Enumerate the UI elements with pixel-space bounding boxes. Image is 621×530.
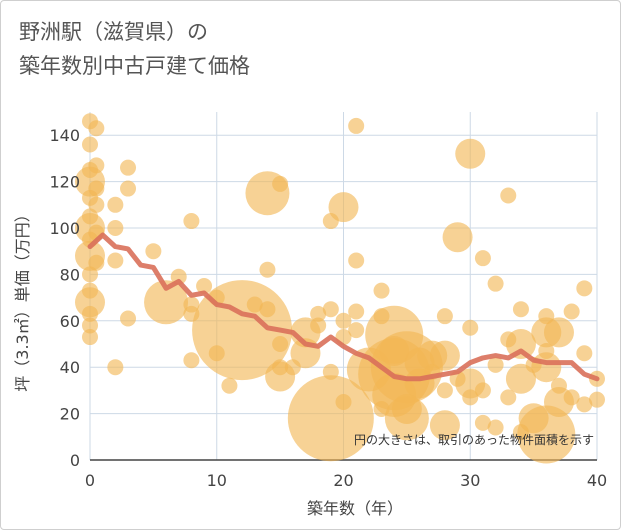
bubble-series	[75, 113, 605, 464]
bubble-point	[82, 305, 98, 322]
chart-title: 野洲駅（滋賀県）の 築年数別中古戸建て価格	[19, 15, 250, 83]
bubble-point	[563, 389, 580, 406]
bubble-point	[589, 391, 605, 408]
bubble-point	[487, 356, 504, 373]
x-tick-label: 10	[207, 471, 227, 490]
bubble-point	[563, 303, 580, 320]
y-tick-label: 0	[70, 451, 80, 470]
bubble-point	[82, 317, 98, 334]
bubble-point	[107, 220, 124, 236]
bubble-point	[310, 317, 327, 334]
bubble-point	[310, 305, 327, 322]
bubble-point	[88, 120, 105, 137]
x-tick-label: 20	[333, 471, 353, 490]
bubble-point	[500, 187, 517, 204]
size-note: 円の大きさは、取引のあった物件面積を示す	[354, 432, 594, 447]
y-tick-label: 100	[49, 219, 80, 238]
bubble-point	[462, 389, 479, 406]
bubble-point	[505, 329, 536, 359]
bubble-point	[272, 336, 289, 352]
x-tick-label: 40	[587, 471, 607, 490]
bubble-point	[462, 319, 479, 336]
bubble-point	[335, 312, 352, 329]
bubble-point	[120, 310, 137, 327]
bubble-point	[348, 252, 365, 269]
bubble-point	[500, 389, 517, 406]
bubble-point	[576, 396, 593, 413]
bubble-point	[384, 396, 429, 441]
bubble-point	[348, 117, 365, 134]
bubble-point	[322, 363, 339, 380]
bubble-point	[272, 175, 289, 192]
bubble-point	[88, 157, 105, 174]
bubble-point	[429, 410, 460, 441]
bubble-point	[259, 261, 276, 278]
bubble-point	[455, 138, 486, 169]
x-axis-label: 築年数（年）	[307, 499, 403, 518]
bubble-point	[120, 180, 137, 197]
bubble-point	[246, 296, 263, 313]
chart-title-line-2: 築年数別中古戸建て価格	[19, 54, 250, 78]
bubble-point	[322, 301, 339, 318]
bubble-point	[183, 213, 200, 230]
bubble-point	[373, 282, 390, 299]
bubble-point	[170, 268, 187, 285]
bubble-point	[259, 301, 276, 318]
bubble-point	[487, 275, 504, 292]
y-tick-label: 40	[60, 358, 80, 377]
bubble-point	[120, 159, 137, 176]
y-tick-label: 120	[49, 173, 80, 192]
bubble-point	[107, 359, 124, 376]
bubble-point	[531, 352, 562, 383]
bubble-point	[576, 280, 593, 297]
bubble-point	[88, 180, 105, 197]
bubble-point	[436, 382, 453, 399]
bubble-point	[82, 136, 98, 153]
bubble-point	[505, 363, 536, 394]
bubble-point	[348, 322, 365, 339]
bubble-point	[107, 252, 124, 269]
bubble-point	[487, 419, 504, 436]
bubble-point	[287, 375, 374, 462]
bubble-point	[335, 394, 352, 410]
bubble-point	[429, 340, 460, 371]
bubble-point	[436, 308, 453, 325]
bubble-point	[221, 377, 238, 394]
bubble-point	[348, 303, 365, 320]
bubble-point	[88, 254, 105, 271]
trend-line-series	[87, 232, 600, 382]
x-tick-label: 0	[85, 471, 95, 490]
bubble-point	[145, 243, 162, 260]
bubble-point	[576, 345, 593, 362]
average-price-line	[87, 232, 600, 382]
bubble-point	[82, 329, 98, 346]
y-tick-label: 60	[60, 312, 80, 331]
bubble-point	[183, 352, 200, 369]
bubble-point	[75, 287, 105, 318]
y-tick-label: 20	[60, 405, 80, 424]
y-axis-label: 坪（3.3㎡）単価（万円）	[13, 206, 32, 391]
bubble-point	[196, 278, 213, 294]
bubble-point	[328, 192, 359, 223]
y-tick-label: 80	[60, 265, 80, 284]
bubble-point	[474, 414, 491, 431]
bubble-point	[512, 301, 529, 318]
bubble-point	[474, 382, 491, 399]
bubble-point	[88, 196, 105, 213]
chart-title-line-1: 野洲駅（滋賀県）の	[19, 20, 208, 44]
bubble-point	[543, 317, 574, 348]
bubble-point	[474, 250, 491, 267]
bubble-point	[517, 405, 576, 464]
bubble-point	[107, 196, 124, 213]
axis-ticks: 0 10 20 30 40 0 20 40 60 80 100 120 140	[49, 126, 607, 490]
x-tick-label: 30	[460, 471, 480, 490]
y-tick-label: 140	[49, 126, 80, 145]
bubble-point	[442, 222, 473, 253]
bubble-point	[144, 280, 189, 325]
